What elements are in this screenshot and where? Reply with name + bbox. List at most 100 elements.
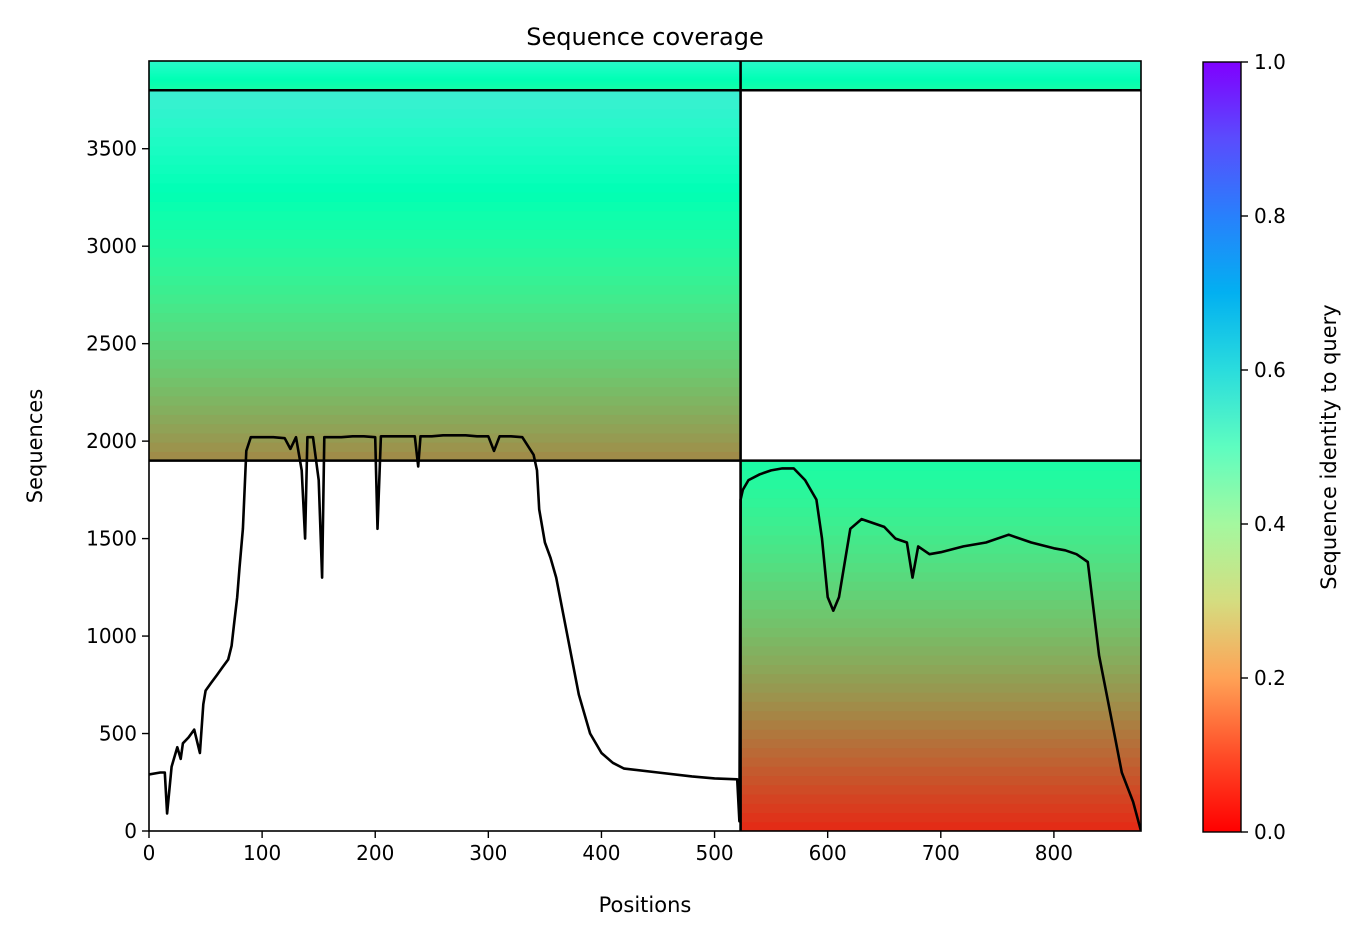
heatmap-band <box>149 71 1141 73</box>
heatmap-band <box>149 210 741 221</box>
heatmap-band <box>149 229 741 239</box>
x-tick-label: 600 <box>809 841 847 865</box>
heatmap-band <box>149 349 741 360</box>
heatmap-band <box>149 66 1141 69</box>
heatmap-band <box>149 451 741 462</box>
heatmap-band <box>149 84 1141 86</box>
heatmap-band <box>740 553 1141 564</box>
heatmap-band <box>740 664 1141 675</box>
heatmap-band <box>149 293 741 304</box>
heatmap-band <box>149 330 741 341</box>
heatmap-band <box>149 68 1141 70</box>
heatmap-band <box>149 173 741 184</box>
heatmap-band <box>740 701 1141 712</box>
heatmap-band <box>740 516 1141 527</box>
x-tick-label: 400 <box>582 841 620 865</box>
heatmap-block-2 <box>149 90 741 462</box>
heatmap-band <box>149 62 1141 64</box>
heatmap-band <box>149 87 1141 89</box>
heatmap-band <box>149 164 741 175</box>
heatmap-band <box>149 82 1141 84</box>
heatmap-band <box>740 479 1141 489</box>
y-tick-label: 500 <box>99 722 137 746</box>
heatmap-band <box>740 692 1141 702</box>
heatmap-band <box>149 312 741 323</box>
y-axis: 0 500 1000 1500 2000 2500 3000 3500 <box>86 137 149 843</box>
heatmap-band <box>149 136 741 147</box>
heatmap-band <box>149 405 741 415</box>
colorbar-ticks: 0.0 0.2 0.4 0.6 0.8 1.0 <box>1241 50 1286 844</box>
heatmap-band <box>149 61 1141 64</box>
heatmap-band <box>149 85 1141 88</box>
heatmap-band <box>149 182 741 193</box>
heatmap-band <box>149 108 741 119</box>
heatmap-band <box>149 201 741 212</box>
heatmap-band <box>149 145 741 156</box>
heatmap-band <box>149 74 1141 77</box>
heatmap-band <box>149 83 1141 85</box>
heatmap-band <box>149 88 1141 90</box>
x-tick-label: 300 <box>469 841 507 865</box>
heatmap-band <box>149 155 741 165</box>
heatmap-band <box>740 812 1141 823</box>
colorbar-tick-label: 0.6 <box>1254 358 1286 382</box>
heatmap-band <box>149 79 1141 81</box>
coverage-heatmap <box>149 61 1141 831</box>
colorbar-tick-label: 0.0 <box>1254 820 1286 844</box>
colorbar-gradient <box>1202 61 1242 833</box>
heatmap-band <box>149 284 741 295</box>
heatmap-band <box>740 738 1141 749</box>
x-axis: 0 100 200 300 400 500 600 700 800 <box>143 831 1073 865</box>
heatmap-band <box>740 636 1141 647</box>
heatmap-band <box>149 65 1141 67</box>
heatmap-band <box>149 368 741 378</box>
y-tick-label: 2500 <box>86 332 137 356</box>
heatmap-band <box>740 747 1141 758</box>
heatmap-band <box>740 682 1141 693</box>
y-tick-label: 3500 <box>86 137 137 161</box>
y-tick-label: 2000 <box>86 429 137 453</box>
heatmap-band <box>740 608 1141 619</box>
heatmap-band <box>740 571 1141 582</box>
heatmap-band <box>149 256 741 267</box>
heatmap-band <box>149 77 1141 80</box>
heatmap-band <box>149 340 741 351</box>
heatmap-band <box>149 67 1141 69</box>
heatmap-band <box>149 386 741 397</box>
heatmap-band <box>149 80 1141 82</box>
heatmap-band <box>149 75 1141 77</box>
heatmap-band <box>149 69 1141 71</box>
heatmap-band <box>149 76 1141 78</box>
x-tick-label: 100 <box>243 841 281 865</box>
heatmap-band <box>149 73 1141 75</box>
colorbar-tick-label: 1.0 <box>1254 50 1286 74</box>
heatmap-band <box>149 63 1141 65</box>
heatmap-band <box>149 247 741 258</box>
heatmap-band <box>740 766 1141 777</box>
heatmap-band <box>149 90 741 101</box>
colorbar-tick-label: 0.8 <box>1254 204 1286 228</box>
heatmap-band <box>149 86 1141 88</box>
heatmap-band <box>149 69 1141 72</box>
heatmap-band <box>149 377 741 388</box>
heatmap-band <box>149 219 741 230</box>
heatmap-band <box>149 66 1141 68</box>
heatmap-band <box>740 655 1141 665</box>
heatmap-band <box>149 63 1141 66</box>
heatmap-band <box>740 729 1141 740</box>
heatmap-band <box>149 238 741 249</box>
y-tick-label: 0 <box>124 819 137 843</box>
heatmap-band <box>740 756 1141 767</box>
heatmap-band <box>740 525 1141 536</box>
heatmap-band <box>740 506 1141 517</box>
heatmap-band <box>149 64 1141 66</box>
x-tick-label: 700 <box>922 841 960 865</box>
heatmap-block-3 <box>149 61 1141 91</box>
heatmap-band <box>149 395 741 406</box>
heatmap-band <box>740 562 1141 573</box>
x-axis-label: Positions <box>599 893 692 917</box>
x-tick-label: 0 <box>143 841 156 865</box>
heatmap-band <box>149 72 1141 75</box>
heatmap-band <box>149 192 741 202</box>
